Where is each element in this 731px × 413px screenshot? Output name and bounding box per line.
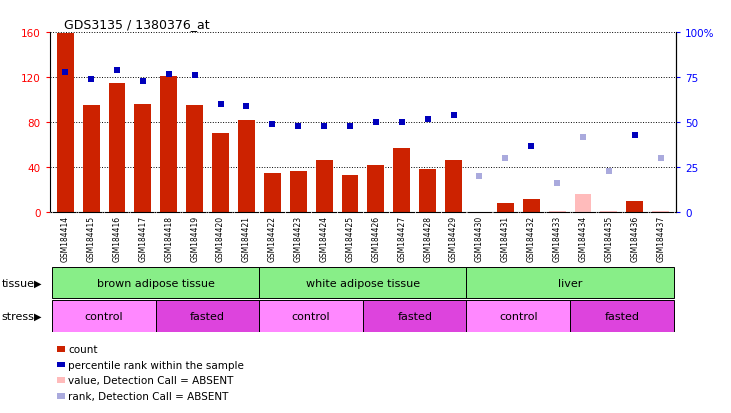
Text: fasted: fasted [605,311,640,321]
Bar [466,300,570,332]
Bar [238,121,255,213]
Text: GSM184420: GSM184420 [216,216,225,261]
Bar [341,176,358,213]
Text: GSM184415: GSM184415 [87,216,96,261]
Text: GSM184419: GSM184419 [190,216,199,261]
Text: GSM184426: GSM184426 [371,216,380,261]
Text: GSM184436: GSM184436 [630,216,639,261]
Bar [109,83,126,213]
Text: GSM184423: GSM184423 [294,216,303,261]
Bar [466,267,673,299]
Text: GSM184416: GSM184416 [113,216,121,261]
Bar [260,267,466,299]
Text: GSM184431: GSM184431 [501,216,510,261]
Text: ▶: ▶ [34,311,42,321]
Bar [212,134,229,213]
Text: ▶: ▶ [34,278,42,288]
Text: white adipose tissue: white adipose tissue [306,278,420,288]
Bar [445,161,462,213]
Bar [600,211,617,213]
Text: GSM184422: GSM184422 [268,216,277,261]
Text: GSM184434: GSM184434 [578,216,588,261]
Bar [57,34,74,213]
Bar [393,149,410,213]
Text: control: control [85,311,124,321]
Bar [420,170,436,213]
Text: control: control [499,311,537,321]
Bar [652,211,669,213]
Bar [260,300,363,332]
Bar [626,202,643,213]
Text: fasted: fasted [190,311,225,321]
Text: fasted: fasted [397,311,432,321]
Text: GSM184418: GSM184418 [164,216,173,261]
Text: GSM184427: GSM184427 [397,216,406,261]
Text: GDS3135 / 1380376_at: GDS3135 / 1380376_at [64,18,210,31]
Text: brown adipose tissue: brown adipose tissue [97,278,215,288]
Text: GSM184437: GSM184437 [656,216,665,261]
Text: GSM184424: GSM184424 [319,216,329,261]
Text: tissue: tissue [1,278,34,288]
Bar [523,199,539,213]
Text: GSM184421: GSM184421 [242,216,251,261]
Text: GSM184429: GSM184429 [449,216,458,261]
Text: count: count [68,344,97,354]
Text: liver: liver [558,278,582,288]
Bar [156,300,260,332]
Bar [53,300,156,332]
Bar [135,105,151,213]
Bar [160,77,177,213]
Bar [363,300,466,332]
Text: GSM184417: GSM184417 [138,216,148,261]
Text: GSM184433: GSM184433 [553,216,561,261]
Text: control: control [292,311,330,321]
Bar [368,166,385,213]
Text: GSM184430: GSM184430 [475,216,484,261]
Bar [549,211,566,213]
Bar [289,171,306,213]
Bar [570,300,673,332]
Text: GSM184425: GSM184425 [346,216,355,261]
Text: GSM184435: GSM184435 [605,216,613,261]
Bar [497,204,514,213]
Bar [53,267,260,299]
Bar [316,161,333,213]
Text: GSM184414: GSM184414 [61,216,69,261]
Bar [186,106,203,213]
Text: GSM184428: GSM184428 [423,216,432,261]
Text: GSM184432: GSM184432 [527,216,536,261]
Bar [575,195,591,213]
Bar [83,106,99,213]
Text: percentile rank within the sample: percentile rank within the sample [68,360,244,370]
Text: stress: stress [1,311,34,321]
Text: rank, Detection Call = ABSENT: rank, Detection Call = ABSENT [68,391,228,401]
Bar [264,173,281,213]
Text: value, Detection Call = ABSENT: value, Detection Call = ABSENT [68,375,233,385]
